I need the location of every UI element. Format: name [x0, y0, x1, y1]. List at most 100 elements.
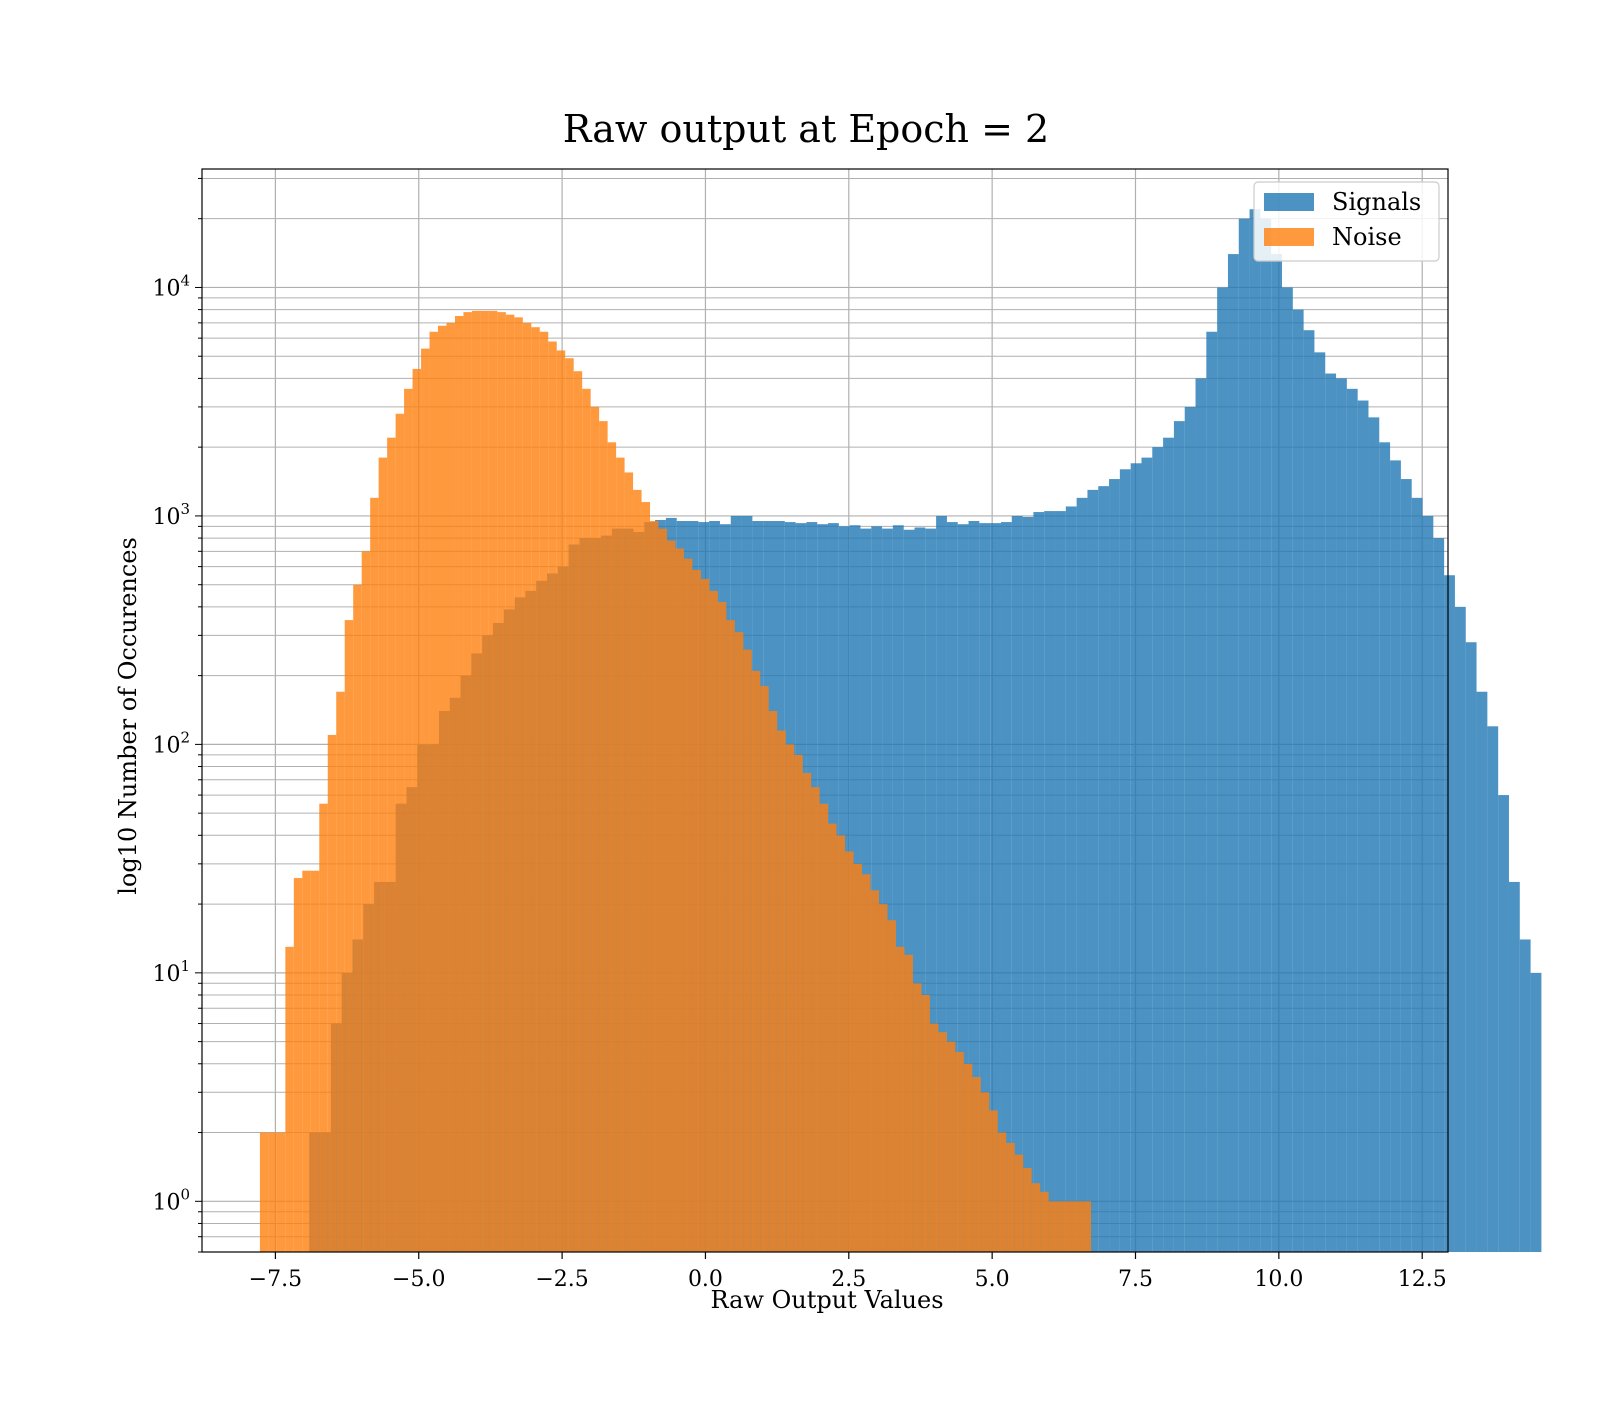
bar-noise [556, 350, 566, 1252]
bar-noise [1023, 1167, 1032, 1252]
bar-signals [957, 524, 969, 1252]
bar-signals [1282, 287, 1293, 1252]
bar-noise [955, 1052, 964, 1252]
bar-signals [882, 528, 893, 1252]
bar-noise [378, 457, 388, 1252]
bar-signals [871, 526, 883, 1252]
bar-signals [968, 521, 980, 1252]
bar-signals [1476, 691, 1488, 1252]
bar-noise [929, 1023, 939, 1252]
legend-label-signals: Signals [1332, 188, 1421, 216]
bar-noise [310, 870, 320, 1252]
bar-signals [1238, 218, 1250, 1253]
bar-noise [446, 322, 455, 1253]
bar-noise [353, 584, 362, 1252]
bar-noise [633, 489, 642, 1252]
bar-noise [573, 371, 583, 1252]
bar-signals [1184, 406, 1196, 1252]
y-tick-label: 102 [152, 728, 190, 758]
bar-noise [259, 1132, 269, 1252]
bar-signals [903, 529, 915, 1252]
bar-signals [1379, 442, 1391, 1252]
bar-noise [1040, 1191, 1049, 1252]
bar-noise [828, 823, 837, 1252]
x-tick-label: −5.0 [392, 1267, 445, 1292]
bar-signals [1325, 373, 1337, 1253]
bar-noise [650, 521, 659, 1252]
x-axis-ticks: −7.5 −5.0 −2.5 0.0 2.5 5.0 7.5 10.0 12.5 [249, 1252, 1447, 1292]
bar-signals [1098, 486, 1110, 1252]
bar-signals [1206, 331, 1218, 1253]
bar-noise [404, 388, 413, 1253]
bar-noise [421, 348, 430, 1252]
bar-signals [1390, 460, 1401, 1252]
bar-noise [488, 310, 498, 1253]
bar-signals [990, 523, 1001, 1252]
bar-noise [811, 787, 820, 1252]
bar-signals [1422, 515, 1434, 1252]
bar-signals [1055, 511, 1066, 1252]
bar-noise [454, 316, 464, 1252]
bar-noise [675, 548, 684, 1252]
bar-noise [268, 1132, 277, 1252]
y-tick-label: 100 [152, 1185, 190, 1215]
bar-noise [963, 1063, 973, 1252]
x-axis-label: Raw Output Values [710, 1286, 943, 1314]
bar-signals [1065, 506, 1077, 1252]
x-tick-label: 10.0 [1254, 1267, 1303, 1292]
bar-noise [904, 954, 913, 1252]
bar-signals [1487, 726, 1499, 1252]
bar-noise [717, 601, 727, 1252]
bar-signals [1022, 516, 1034, 1252]
bar-noise [997, 1132, 1007, 1252]
bar-signals [1292, 309, 1304, 1252]
bar-noise [853, 863, 863, 1252]
bar-signals [1173, 421, 1185, 1252]
bar-signals [1498, 795, 1509, 1252]
bar-noise [946, 1041, 956, 1252]
bar-noise [862, 874, 871, 1252]
bar-signals [1260, 218, 1272, 1253]
bar-noise [895, 946, 905, 1252]
bar-noise [734, 632, 744, 1252]
bar-noise [293, 878, 303, 1252]
bar-signals [1400, 479, 1412, 1252]
bar-noise [599, 421, 608, 1252]
legend-label-noise: Noise [1332, 223, 1402, 251]
bar-signals [1163, 437, 1174, 1252]
bar-signals [1454, 606, 1466, 1252]
bar-signals [1130, 463, 1142, 1252]
bar-noise [887, 920, 896, 1252]
bar-signals [979, 523, 991, 1252]
bar-signals [1314, 352, 1326, 1253]
x-tick-label: 0.0 [688, 1267, 723, 1292]
bar-signals [1271, 254, 1283, 1252]
bar-signals [1033, 512, 1045, 1252]
bar-noise [505, 314, 515, 1252]
bar-noise [751, 670, 761, 1252]
bar-noise [1031, 1183, 1041, 1252]
bar-noise [938, 1032, 947, 1252]
bar-signals [1195, 378, 1207, 1252]
y-tick-label: 103 [152, 500, 190, 530]
bar-signals [914, 527, 926, 1252]
bar-noise [387, 437, 396, 1252]
bar-signals [1000, 522, 1012, 1252]
bar-noise [1074, 1201, 1083, 1252]
bar-signals [1141, 457, 1153, 1252]
bar-noise [471, 310, 481, 1253]
bar-noise [845, 851, 854, 1252]
bar-noise [1048, 1201, 1058, 1252]
y-axis-label: log10 Number of Occurences [114, 537, 142, 895]
bar-noise [683, 558, 693, 1252]
bar-signals [1011, 515, 1023, 1252]
bar-noise [658, 528, 667, 1252]
bar-noise [319, 803, 328, 1252]
bar-noise [1065, 1201, 1075, 1252]
bar-signals [1411, 497, 1423, 1252]
bar-noise [777, 730, 786, 1252]
bar-noise [412, 368, 422, 1253]
bar-signals [1508, 881, 1520, 1252]
x-tick-label: 5.0 [975, 1267, 1010, 1292]
